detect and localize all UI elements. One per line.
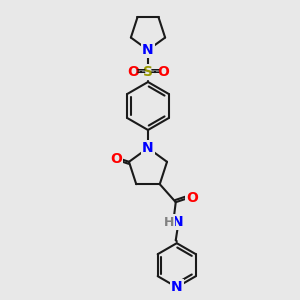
Text: S: S — [143, 65, 153, 79]
Text: =: = — [150, 65, 160, 78]
Text: O: O — [186, 191, 198, 205]
Text: N: N — [142, 141, 154, 155]
Text: N: N — [142, 43, 154, 57]
Text: O: O — [157, 65, 169, 79]
Text: O: O — [127, 65, 139, 79]
Text: H: H — [164, 216, 174, 229]
Text: =: = — [136, 65, 146, 78]
Text: O: O — [110, 152, 122, 166]
Text: N: N — [172, 215, 184, 229]
Text: N: N — [171, 280, 183, 294]
